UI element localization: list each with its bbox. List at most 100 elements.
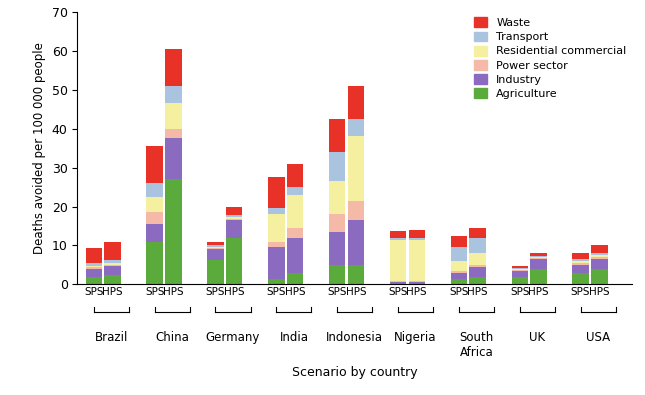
Bar [470,265,486,267]
Bar [146,197,163,213]
Text: China: China [155,331,189,344]
Bar [146,183,163,197]
Bar [348,220,364,265]
Text: USA: USA [586,331,610,344]
Bar [207,249,224,260]
Legend: Waste, Transport, Residential commercial, Power sector, Industry, Agriculture: Waste, Transport, Residential commercial… [474,17,626,99]
Bar [226,219,243,220]
Bar [572,253,589,259]
Bar [390,231,406,239]
Bar [470,276,486,284]
Bar [86,263,102,266]
Bar [104,275,121,284]
Bar [530,259,547,269]
Bar [591,245,608,253]
Bar [470,267,486,276]
Bar [390,239,406,240]
Bar [146,242,163,284]
Bar [530,253,547,256]
Bar [329,214,345,232]
Bar [165,86,181,103]
Bar [146,146,163,183]
Bar [165,138,181,179]
Bar [572,263,589,265]
Bar [226,207,243,215]
Y-axis label: Deaths avoided per 100 000 people: Deaths avoided per 100 000 people [33,42,46,254]
Bar [226,215,243,217]
Bar [165,49,181,86]
Bar [86,276,102,284]
Bar [451,273,467,278]
Bar [470,238,486,253]
Bar [408,230,425,239]
Bar [348,86,364,119]
Bar [104,266,121,275]
Bar [572,261,589,263]
Bar [530,258,547,259]
Bar [591,259,608,269]
Bar [348,136,364,201]
Bar [470,228,486,238]
Bar [591,255,608,257]
Bar [511,269,528,270]
Bar [329,232,345,265]
Bar [226,217,243,219]
Bar [591,257,608,259]
Bar [104,242,121,260]
Bar [511,266,528,268]
Bar [530,256,547,257]
Text: UK: UK [530,331,546,344]
Text: Brazil: Brazil [95,331,128,344]
Text: Scenario by country: Scenario by country [292,366,417,379]
Bar [390,282,406,284]
Bar [572,259,589,261]
Bar [408,280,425,282]
Bar [287,238,303,273]
Bar [329,265,345,284]
Bar [146,213,163,224]
Bar [268,214,284,242]
Bar [104,263,121,265]
Bar [146,224,163,242]
Bar [572,273,589,284]
Bar [226,220,243,238]
Text: Indonesia: Indonesia [326,331,383,344]
Bar [207,248,224,249]
Bar [511,271,528,276]
Bar [329,152,345,181]
Bar [511,268,528,269]
Bar [268,247,284,278]
Bar [207,242,224,245]
Bar [165,103,181,129]
Bar [348,265,364,284]
Bar [408,282,425,284]
Bar [530,257,547,258]
Bar [86,266,102,267]
Text: Nigeria: Nigeria [394,331,437,344]
Bar [287,187,303,195]
Bar [86,267,102,269]
Bar [511,276,528,284]
Text: South
Africa: South Africa [459,331,493,359]
Bar [329,119,345,152]
Text: India: India [279,331,308,344]
Bar [104,260,121,263]
Bar [511,270,528,271]
Bar [572,265,589,273]
Bar [165,179,181,284]
Bar [530,269,547,284]
Bar [165,129,181,138]
Bar [287,228,303,238]
Bar [408,240,425,280]
Bar [207,260,224,284]
Bar [207,246,224,248]
Bar [591,269,608,284]
Bar [451,247,467,261]
Bar [268,177,284,209]
Bar [348,201,364,220]
Bar [408,239,425,240]
Bar [287,164,303,187]
Bar [451,236,467,247]
Bar [287,273,303,284]
Bar [591,253,608,255]
